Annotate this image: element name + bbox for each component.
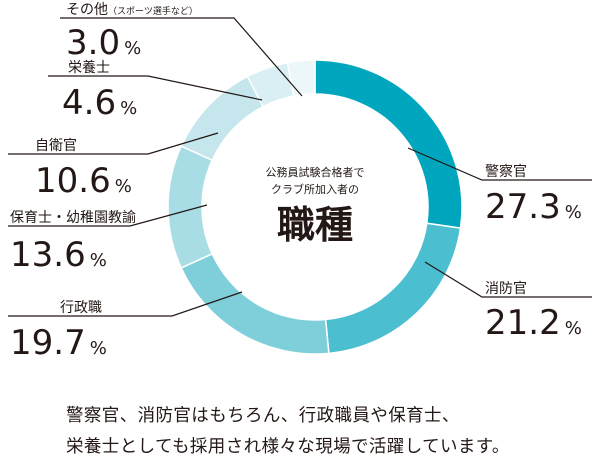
leader-line-4: [8, 132, 219, 155]
donut-slices: [167, 59, 463, 355]
slice-labels: 警察官 27.3 % 消防官 21.2 % 行政職 19.7 % 保育士・幼稚園教諭 13.6 % 自衛…: [10, 2, 582, 363]
slice-value-3: 13.6%: [10, 235, 107, 275]
slice-value-unit-4: %: [115, 176, 132, 197]
leader-line-2: [8, 291, 243, 317]
slice-value-unit-0: %: [565, 202, 582, 223]
slice-value-unit-6: %: [124, 38, 141, 59]
center-label-line-1: 公務員試験合格者で: [266, 165, 365, 179]
slice-value-unit-3: %: [90, 250, 107, 271]
slice-value-number-6: 3.0: [66, 23, 120, 63]
slice-value-number-3: 13.6: [10, 235, 86, 275]
slice-value-number-0: 27.3: [485, 187, 561, 227]
leader-lines: [8, 17, 592, 317]
slice-value-unit-5: %: [120, 98, 137, 119]
leader-line-5: [48, 75, 263, 101]
slice-value-2: 19.7%: [10, 323, 107, 363]
center-label: 公務員試験合格者で クラブ所加入者の 職種: [266, 165, 365, 247]
leader-line-0: [407, 147, 592, 181]
caption-line-1: 警察官、消防官はもちろん、行政職員や保育士、: [66, 406, 460, 426]
slice-value-0: 27.3%: [485, 187, 582, 227]
leader-line-3: [8, 204, 208, 227]
slice-value-number-4: 10.6: [35, 161, 111, 201]
slice-3: [167, 145, 214, 269]
slice-label-4: 自衛官: [35, 138, 77, 154]
slice-value-number-2: 19.7: [10, 323, 86, 363]
slice-4: [180, 75, 265, 162]
slice-value-1: 21.2%: [485, 303, 582, 343]
slice-label-5: 栄養士: [68, 59, 110, 76]
slice-value-number-1: 21.2: [485, 303, 561, 343]
slice-label-6: その他（スポーツ選手など）: [66, 2, 198, 18]
slice-label-0: 警察官: [485, 163, 527, 180]
slice-value-unit-1: %: [565, 318, 582, 339]
slice-label-1: 消防官: [485, 281, 527, 297]
slice-value-6: 3.0%: [66, 23, 141, 63]
slice-value-5: 4.6%: [62, 83, 137, 123]
slice-value-unit-2: %: [90, 338, 107, 359]
leader-line-1: [424, 261, 592, 298]
slice-label-2: 行政職: [60, 300, 102, 316]
center-label-line-2: クラブ所加入者の: [271, 182, 359, 196]
slice-2: [180, 252, 330, 355]
leader-line-6: [60, 17, 303, 97]
slice-value-number-5: 4.6: [62, 83, 116, 123]
center-label-title: 職種: [277, 203, 353, 247]
slice-label-3: 保育士・幼稚園教諭: [10, 210, 136, 226]
slice-value-4: 10.6%: [35, 161, 132, 201]
slice-sublabel-6: （スポーツ選手など）: [108, 5, 198, 17]
caption-line-2: 栄養士としても採用され様々な現場で活躍しています。: [66, 437, 510, 457]
